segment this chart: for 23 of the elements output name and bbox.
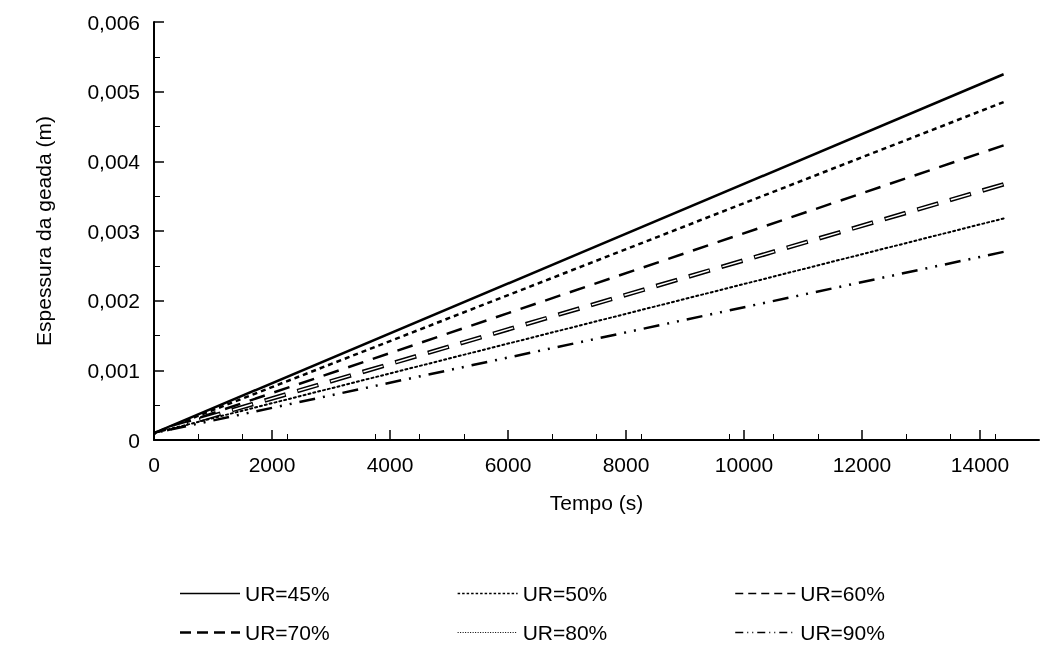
x-tick-label: 2000 bbox=[248, 453, 296, 476]
legend-label: UR=80% bbox=[522, 621, 608, 644]
x-tick-label: 8000 bbox=[602, 453, 650, 476]
x-tick-label: 12000 bbox=[832, 453, 892, 476]
y-tick-label: 0,006 bbox=[87, 10, 140, 34]
x-axis-title: Tempo (s) bbox=[549, 491, 644, 514]
x-tick-label: 10000 bbox=[714, 453, 774, 476]
legend-label: UR=90% bbox=[800, 621, 885, 644]
legend-label: UR=70% bbox=[245, 621, 330, 644]
legend-label: UR=45% bbox=[245, 582, 330, 605]
y-tick-label: 0,005 bbox=[87, 80, 140, 104]
x-tick-label: 6000 bbox=[484, 453, 532, 476]
x-tick-label: 14000 bbox=[950, 453, 1010, 476]
y-tick-label: 0,001 bbox=[87, 358, 140, 382]
y-tick-label: 0 bbox=[128, 428, 140, 452]
x-tick-label: 0 bbox=[148, 453, 160, 476]
x-tick-label: 4000 bbox=[366, 453, 414, 476]
legend-label: UR=60% bbox=[800, 582, 885, 605]
legend-label: UR=50% bbox=[522, 582, 608, 605]
y-tick-label: 0,003 bbox=[87, 219, 140, 243]
y-tick-label: 0,004 bbox=[87, 149, 141, 173]
y-axis-title: Espessura da geada (m) bbox=[32, 116, 55, 346]
y-tick-label: 0,002 bbox=[87, 289, 140, 313]
